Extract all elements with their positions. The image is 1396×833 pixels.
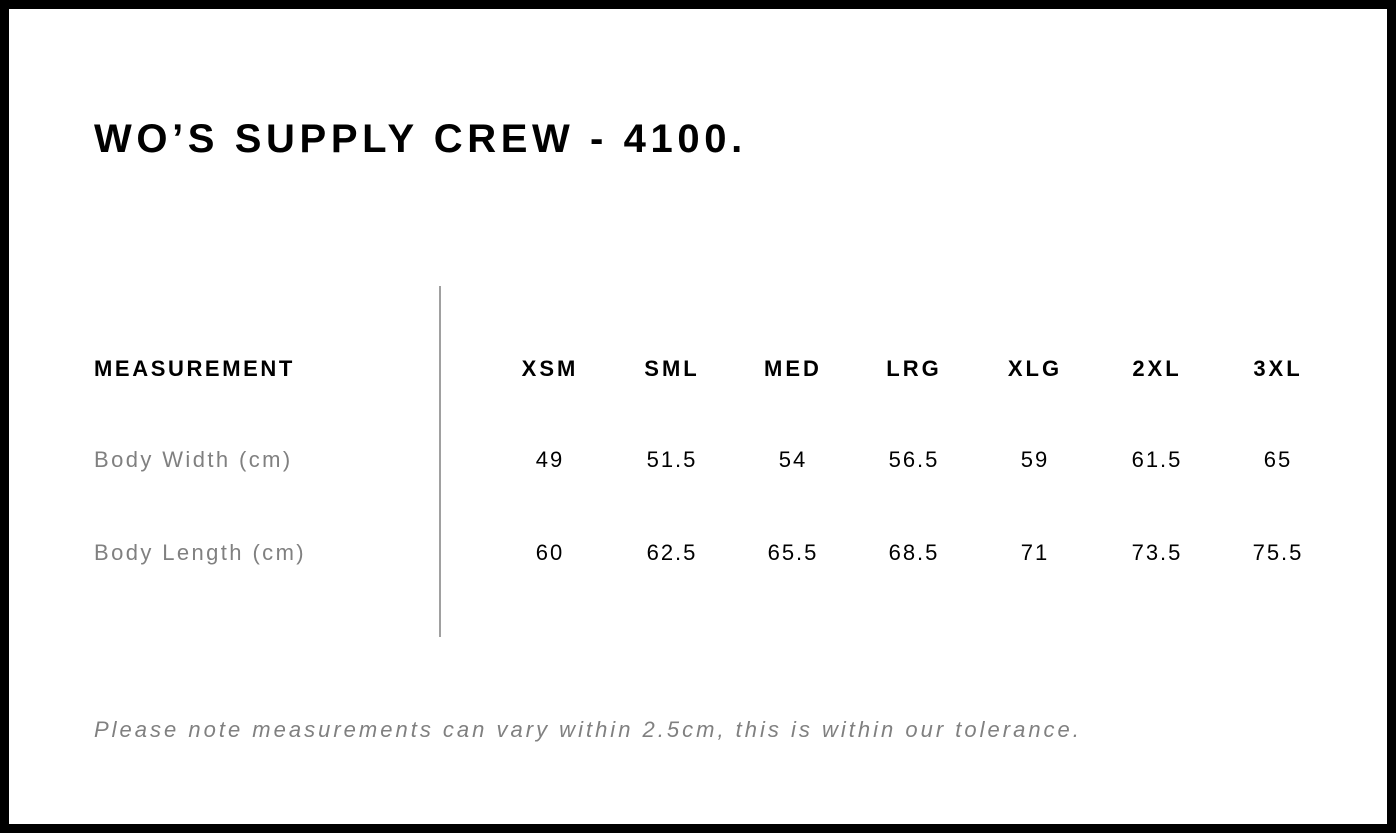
table-cell: 51.5 <box>646 447 698 472</box>
size-header-3xl: 3XL <box>1253 356 1303 381</box>
row-label: Body Length (cm) <box>94 540 307 565</box>
table-cell: 56.5 <box>888 447 940 472</box>
size-header-lrg: LRG <box>886 356 942 381</box>
table-cell: 75.5 <box>1252 540 1304 565</box>
table-cell: 65.5 <box>767 540 819 565</box>
table-cell: 54 <box>778 447 808 472</box>
row-label: Body Width (cm) <box>94 447 293 472</box>
size-header-2xl: 2XL <box>1132 356 1182 381</box>
table-cell: 71 <box>1020 540 1050 565</box>
table-cell: 73.5 <box>1131 540 1183 565</box>
tolerance-note: Please note measurements can vary within… <box>94 717 1082 742</box>
size-header-xsm: XSM <box>521 356 579 381</box>
table-cell: 65 <box>1263 447 1293 472</box>
table-cell: 61.5 <box>1131 447 1183 472</box>
table-cell: 59 <box>1020 447 1050 472</box>
size-header-xlg: XLG <box>1007 356 1063 381</box>
table-cell: 62.5 <box>646 540 698 565</box>
measurement-header: MEASUREMENT <box>94 356 295 381</box>
size-header-sml: SML <box>644 356 700 381</box>
table-cell: 60 <box>535 540 565 565</box>
table-cell: 49 <box>535 447 565 472</box>
page-title: WO’S SUPPLY CREW - 4100. <box>94 117 747 161</box>
size-chart-card: WO’S SUPPLY CREW - 4100. MEASUREMENT XSM S… <box>9 9 1387 824</box>
table-cell: 68.5 <box>888 540 940 565</box>
column-divider <box>439 286 441 637</box>
size-header-med: MED <box>764 356 822 381</box>
